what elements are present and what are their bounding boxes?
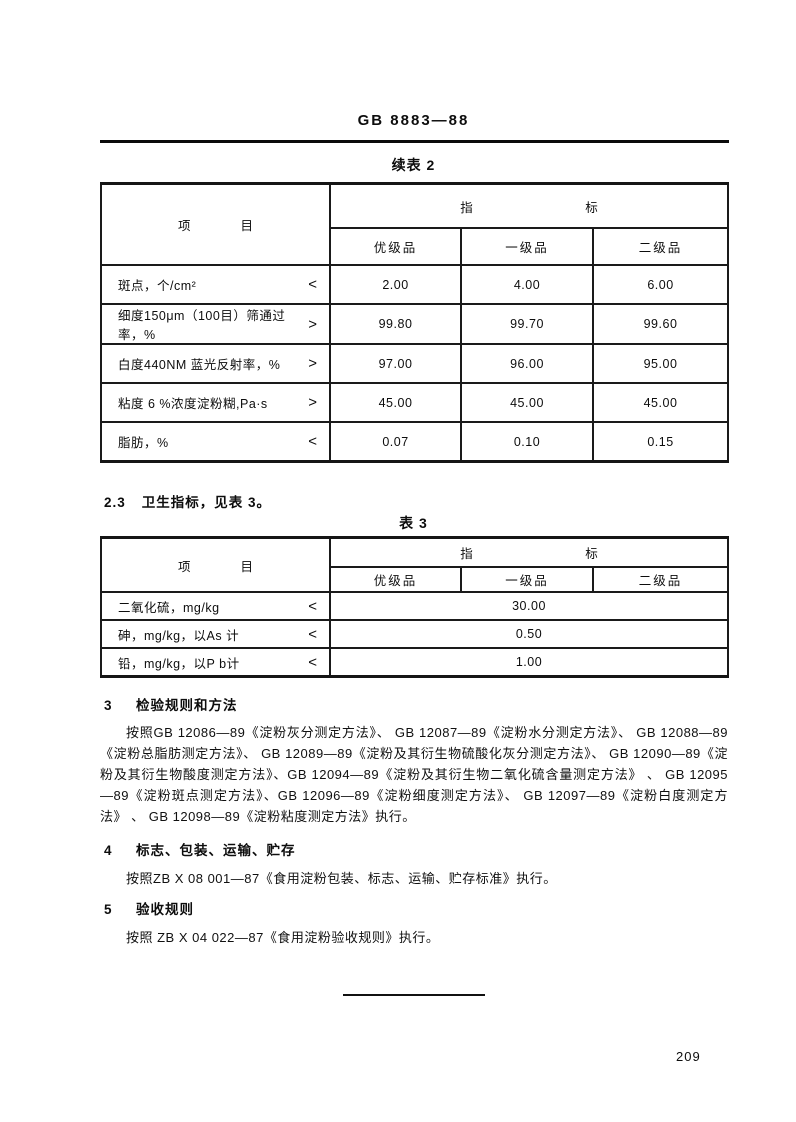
section-3-body: 按照GB 12086—89《淀粉灰分测定方法》、 GB 12087—89《淀粉水… xyxy=(100,725,728,824)
row-value: 0.15 xyxy=(591,421,730,463)
section-text: 卫生指标，见表 3。 xyxy=(141,495,272,510)
standard-code-title: GB 8883—88 xyxy=(357,112,470,129)
table3-grade-second: 二级品 xyxy=(591,566,730,593)
row-value: 97.00 xyxy=(329,343,462,384)
row-label: 斑点，个/cm² xyxy=(118,279,197,293)
row-item-cell: 二氧化硫，mg/kg < xyxy=(100,591,331,621)
row-value: 96.00 xyxy=(460,343,594,384)
row-relation: < xyxy=(308,653,317,671)
row-label: 细度150μm（100目）筛通过率，% xyxy=(118,309,286,342)
row-label: 铅，mg/kg，以P b计 xyxy=(118,656,240,671)
row-item-cell: 细度150μm（100目）筛通过率，% > xyxy=(100,303,331,345)
header-rule xyxy=(100,140,729,143)
table2-item-header: 项 目 xyxy=(100,182,331,266)
row-label: 粘度 6 %浓度淀粉糊,Pa·s xyxy=(118,397,268,411)
section-2-3-line: 2.3 卫生指标，见表 3。 xyxy=(104,491,727,511)
row-value: 45.00 xyxy=(591,382,730,423)
table3-grade-premium: 优级品 xyxy=(329,566,462,593)
row-item-cell: 粘度 6 %浓度淀粉糊,Pa·s > xyxy=(100,382,331,423)
table3-row-sulfur-dioxide: 二氧化硫，mg/kg < 30.00 xyxy=(100,591,730,621)
row-relation: < xyxy=(308,433,317,450)
table2-title: 续表 2 xyxy=(391,157,436,173)
table3-header-row-1: 项 目 指 标 xyxy=(100,536,730,593)
row-label: 砷，mg/kg，以As 计 xyxy=(118,628,240,643)
row-item-cell: 铅，mg/kg，以P b计 < xyxy=(100,647,331,678)
table2-header-row-1: 项 目 指 标 xyxy=(100,182,730,266)
table2-grade-first: 一级品 xyxy=(460,227,594,266)
row-item-cell: 脂肪，% < xyxy=(100,421,331,463)
table3: 项 目 指 标 优级品 一级品 二级品 二氧化硫，mg/kg < 30.00 砷，… xyxy=(100,536,730,678)
row-value: 45.00 xyxy=(329,382,462,423)
row-relation: < xyxy=(308,625,317,643)
section-number: 2.3 xyxy=(104,495,126,510)
table2-row-whiteness: 白度440NM 蓝光反射率，% > 97.00 96.00 95.00 xyxy=(100,343,730,384)
table3-item-header: 项 目 xyxy=(100,536,331,593)
row-label: 脂肪，% xyxy=(118,436,169,450)
row-value: 0.50 xyxy=(328,619,730,649)
section-number: 4 xyxy=(104,843,113,858)
row-value: 4.00 xyxy=(460,264,594,305)
row-value: 0.07 xyxy=(329,421,462,463)
table3-title: 表 3 xyxy=(399,515,428,531)
row-value: 99.70 xyxy=(460,303,594,345)
table3-grade-first: 一级品 xyxy=(460,566,594,593)
table2-header-row-2: 优级品 一级品 二级品 xyxy=(101,227,730,266)
table3-row-arsenic: 砷，mg/kg，以As 计 < 0.50 xyxy=(100,619,730,649)
section-5-heading: 5 验收规则 xyxy=(104,898,727,918)
section-5-body: 按照 ZB X 04 022—87《食用淀粉验收规则》执行。 xyxy=(126,930,440,945)
section-number: 5 xyxy=(104,902,113,917)
end-of-document-rule xyxy=(343,994,485,996)
row-relation: < xyxy=(308,276,317,293)
row-item-cell: 斑点，个/cm² < xyxy=(100,264,331,305)
row-relation: > xyxy=(308,315,317,333)
row-value: 1.00 xyxy=(328,647,730,678)
table2-row-spots: 斑点，个/cm² < 2.00 4.00 6.00 xyxy=(100,264,730,305)
section-3-heading: 3 检验规则和方法 xyxy=(104,694,727,714)
section-heading-text: 标志、包装、运输、贮存 xyxy=(136,843,296,858)
row-relation: < xyxy=(308,597,317,615)
row-value: 30.00 xyxy=(328,591,730,621)
table2-grade-premium: 优级品 xyxy=(329,227,462,266)
section-number: 3 xyxy=(104,698,113,713)
table3-row-lead: 铅，mg/kg，以P b计 < 1.00 xyxy=(100,647,730,678)
section-4-heading: 4 标志、包装、运输、贮存 xyxy=(104,839,727,859)
table2-row-fineness: 细度150μm（100目）筛通过率，% > 99.80 99.70 99.60 xyxy=(100,303,730,345)
row-value: 95.00 xyxy=(591,343,730,384)
page-number: 209 xyxy=(676,1049,701,1064)
row-value: 0.10 xyxy=(460,421,594,463)
table2: 项 目 指 标 优级品 一级品 二级品 斑点，个/cm² < 2.00 4.00 … xyxy=(100,182,730,463)
row-value: 99.80 xyxy=(329,303,462,345)
row-label: 白度440NM 蓝光反射率，% xyxy=(118,358,281,372)
row-item-cell: 白度440NM 蓝光反射率，% > xyxy=(100,343,331,384)
row-item-cell: 砷，mg/kg，以As 计 < xyxy=(100,619,331,649)
table2-grade-second: 二级品 xyxy=(591,227,730,266)
section-heading-text: 验收规则 xyxy=(136,902,194,917)
section-4-body: 按照ZB X 08 001—87《食用淀粉包装、标志、运输、贮存标准》执行。 xyxy=(126,871,557,886)
table3-index-header: 指 标 xyxy=(328,536,730,568)
row-value: 2.00 xyxy=(329,264,462,305)
table2-row-viscosity: 粘度 6 %浓度淀粉糊,Pa·s > 45.00 45.00 45.00 xyxy=(100,382,730,423)
table2-row-fat: 脂肪，% < 0.07 0.10 0.15 xyxy=(100,421,730,463)
row-value: 99.60 xyxy=(591,303,730,345)
row-value: 6.00 xyxy=(591,264,730,305)
row-label: 二氧化硫，mg/kg xyxy=(118,600,220,615)
row-relation: > xyxy=(308,394,317,411)
row-value: 45.00 xyxy=(460,382,594,423)
row-relation: > xyxy=(308,355,317,372)
table2-index-header: 指 标 xyxy=(328,182,730,229)
section-heading-text: 检验规则和方法 xyxy=(136,698,238,713)
table3-header-row-2: 优级品 一级品 二级品 xyxy=(101,566,730,593)
